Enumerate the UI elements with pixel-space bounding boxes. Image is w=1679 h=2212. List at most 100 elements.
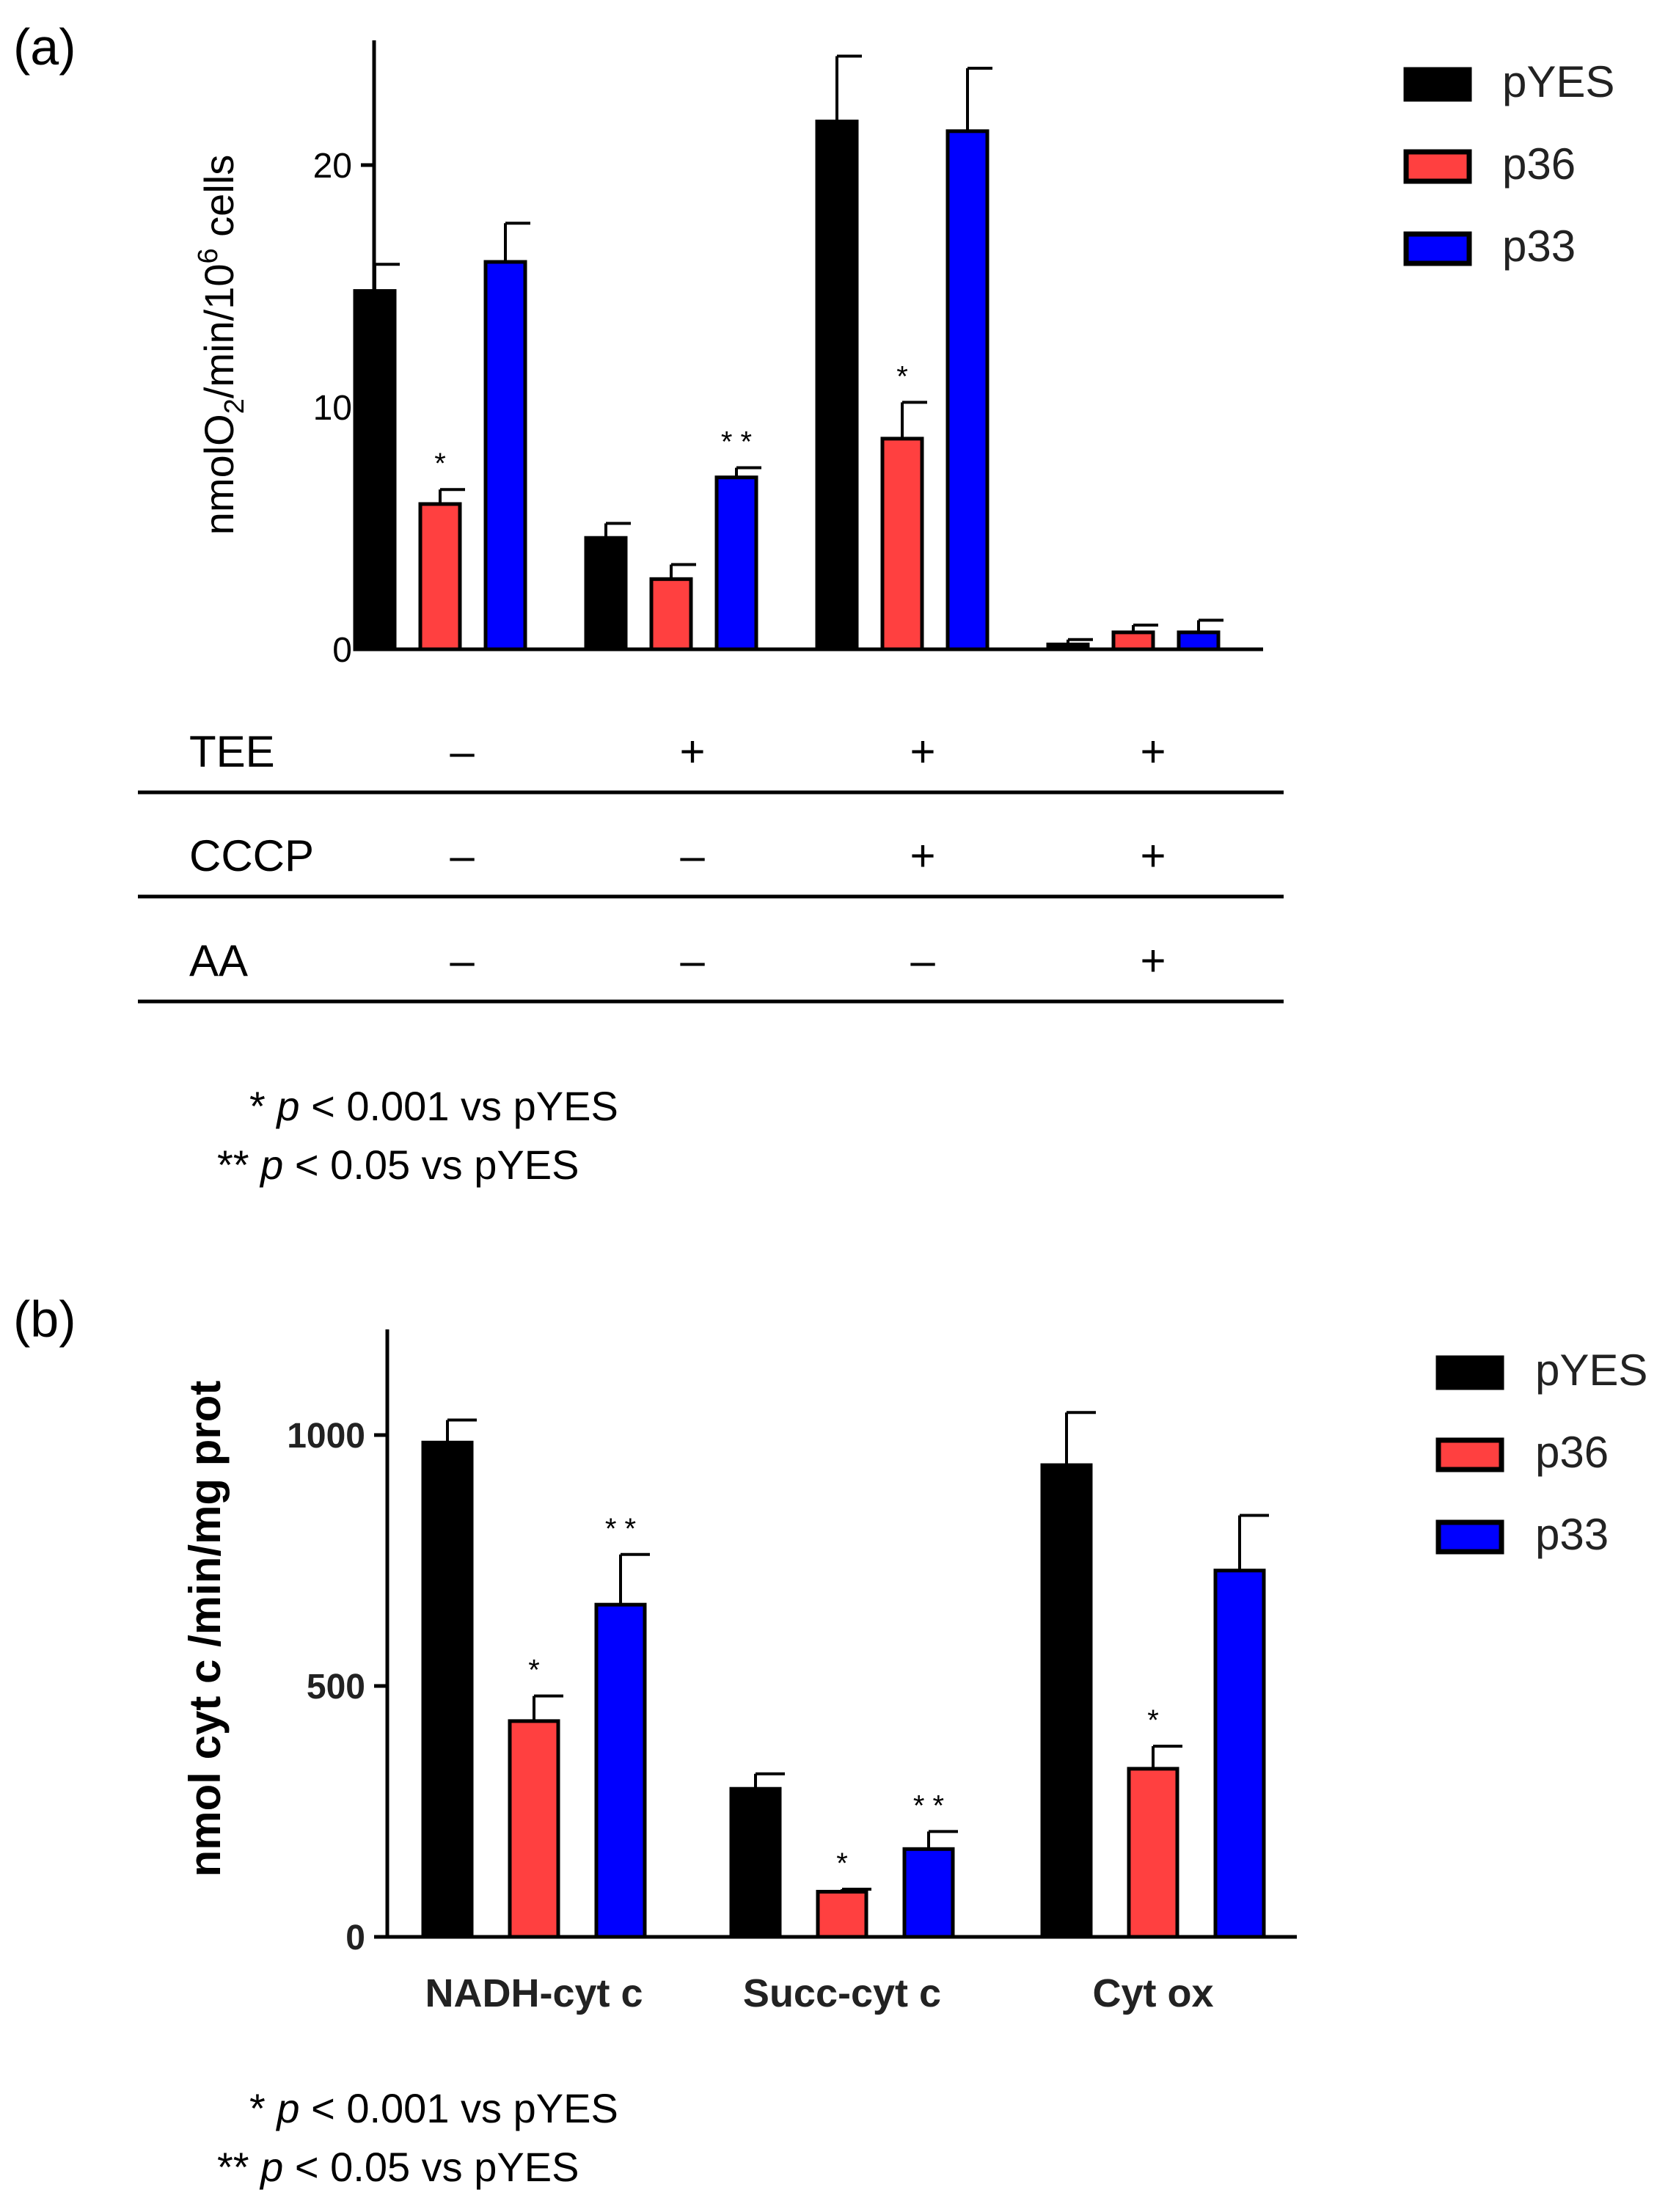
panel-a-legend: pYES p36 p33 [1403,57,1614,271]
panel-a-footnotes: * p < 0.001 vs pYES ** p < 0.05 vs pYES [217,1083,618,1188]
significance-marker: * * [605,1513,636,1545]
category-label: Cyt ox [1092,1971,1213,2015]
bar-pYES [729,1786,782,1939]
legend-swatch-p36 [1403,149,1472,184]
panel-b-y-axis-label: nmol cyt c /min/mg prot [180,1381,230,1877]
legend-label-p33: p33 [1502,222,1576,271]
bar-p33 [902,1847,955,1939]
panel-a-label: (a) [13,18,76,76]
bar-pYES [584,536,628,651]
legend-swatch-p33 [1435,1519,1504,1555]
footnote-text: < 0.001 vs pYES [300,1083,618,1129]
y-axis-label-part: /min/10 [196,264,242,399]
footnote-text: < 0.05 vs pYES [283,2144,579,2190]
bar-p36 [1127,1767,1179,1939]
bar-p36 [508,1719,560,1939]
bar-pYES [421,1440,474,1939]
legend-label-pYES: pYES [1535,1346,1647,1395]
condition-value: – [450,936,475,985]
condition-value: – [450,727,475,776]
significance-marker: * [434,448,446,480]
condition-value: + [910,727,935,776]
bar-p36 [880,437,924,651]
panel-a-condition-table: TEE – + + + CCCP – – + + AA – – – + [138,727,1284,1004]
bar-pYES [1046,642,1090,651]
condition-value: + [910,831,935,880]
panel-a-bars: * * * * [353,54,1223,651]
y-tick-label: 0 [332,631,352,670]
y-tick-label: 1000 [287,1417,365,1456]
category-label: Succ-cyt c [743,1971,941,2015]
condition-value: + [1140,831,1166,880]
footnote: * p < 0.001 vs pYES [249,2085,618,2131]
bar-p33 [714,475,758,651]
bar-p36 [649,577,693,651]
legend-swatch-pYES [1403,67,1472,102]
bar-pYES [353,289,397,651]
y-tick-label: 10 [313,389,352,428]
bar-pYES [1040,1463,1093,1939]
legend-swatch-pYES [1435,1355,1504,1390]
condition-value: + [1140,727,1166,776]
footnote-p: p [275,1083,299,1129]
significance-marker: * [528,1654,540,1687]
y-tick-label: 20 [313,147,352,186]
footnote-stars: * [249,1083,277,1129]
bar-p36 [1111,630,1155,651]
bar-p33 [483,260,527,651]
legend-swatch-p33 [1403,231,1472,266]
condition-value: – [910,936,935,985]
footnote: ** p < 0.05 vs pYES [217,1142,579,1188]
condition-value: – [680,831,705,880]
category-label: NADH-cyt c [425,1971,643,2015]
footnote-p: p [259,2144,283,2190]
footnote-p: p [275,2085,299,2131]
bar-p33 [1213,1569,1266,1939]
footnote-stars: * [249,2085,277,2131]
panel-b-label: (b) [13,1291,76,1348]
condition-value: + [1140,936,1166,985]
condition-value: – [450,831,475,880]
y-tick-label: 0 [345,1919,365,1957]
legend-label-p36: p36 [1535,1428,1609,1477]
footnote-stars: ** [217,1142,260,1188]
y-axis-label-part: 2 [219,398,250,414]
bar-p33 [945,129,990,651]
panel-b-category-labels: NADH-cyt c Succ-cyt c Cyt ox [425,1971,1213,2015]
bar-p33 [594,1602,647,1939]
condition-name-AA: AA [189,936,248,985]
legend-label-p33: p33 [1535,1510,1609,1559]
significance-marker: * * [721,426,752,459]
significance-marker: * * [913,1789,944,1822]
y-axis-label-part: cells [196,155,242,249]
bar-p33 [1177,630,1221,651]
significance-marker: * [896,360,908,393]
footnote-stars: ** [217,2144,260,2190]
panel-b-legend: pYES p36 p33 [1435,1346,1647,1559]
condition-name-CCCP: CCCP [189,831,314,880]
y-axis-label-text: nmol cyt c /min/mg prot [180,1381,230,1877]
condition-value: + [679,727,705,776]
footnote: ** p < 0.05 vs pYES [217,2144,579,2190]
condition-value: – [680,936,705,985]
panel-b-footnotes: * p < 0.001 vs pYES ** p < 0.05 vs pYES [217,2085,618,2190]
legend-label-p36: p36 [1502,139,1576,189]
bar-p36 [418,502,462,651]
panel-a-y-axis-label: nmolO2/min/106 cells [193,155,250,535]
legend-swatch-p36 [1435,1437,1504,1472]
footnote-p: p [259,1142,283,1188]
significance-marker: * [1147,1704,1159,1737]
significance-marker: * [836,1847,848,1880]
y-axis-label-part: 6 [193,248,224,263]
bar-p36 [816,1889,868,1939]
y-tick-label: 500 [307,1668,365,1707]
condition-name-TEE: TEE [189,727,275,776]
legend-label-pYES: pYES [1502,57,1614,106]
y-axis-label-part: nmolO [196,414,242,535]
y-axis-label-text: nmolO2/min/106 cells [193,155,250,535]
bar-pYES [815,120,859,651]
footnote: * p < 0.001 vs pYES [249,1083,618,1129]
